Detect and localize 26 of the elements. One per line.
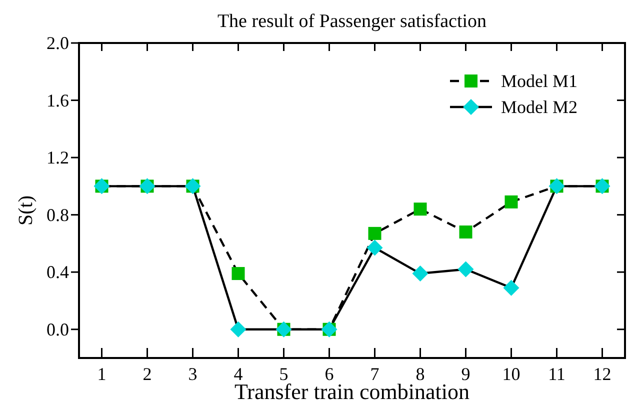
point bbox=[459, 226, 472, 238]
legend-label: Model M1 bbox=[501, 71, 578, 91]
y-tick-label: 0.0 bbox=[46, 319, 69, 340]
point bbox=[412, 266, 428, 282]
point bbox=[366, 240, 383, 256]
legend-label: Model M2 bbox=[501, 97, 578, 117]
y-tick-label: 2.0 bbox=[46, 33, 69, 53]
point bbox=[368, 226, 382, 240]
point bbox=[458, 261, 474, 278]
y-axis-title: S(t) bbox=[15, 196, 37, 226]
point bbox=[414, 202, 427, 216]
x-tick-label: 3 bbox=[188, 364, 198, 384]
x-tick-label: 1 bbox=[97, 364, 106, 384]
y-tick-label: 0.8 bbox=[46, 204, 69, 225]
x-tick-label: 12 bbox=[593, 364, 612, 384]
y-tick-label: 1.2 bbox=[46, 148, 69, 168]
point bbox=[230, 321, 246, 338]
y-tick-label: 0.4 bbox=[46, 262, 69, 282]
y-tick-label: 1.6 bbox=[46, 90, 69, 110]
x-tick-label: 10 bbox=[502, 364, 520, 384]
point bbox=[232, 267, 245, 280]
x-tick-label: 11 bbox=[548, 364, 566, 384]
chart-title: The result of Passenger satisfaction bbox=[217, 11, 488, 32]
x-tick-label: 2 bbox=[142, 364, 152, 384]
point bbox=[504, 195, 518, 208]
point bbox=[503, 280, 520, 296]
